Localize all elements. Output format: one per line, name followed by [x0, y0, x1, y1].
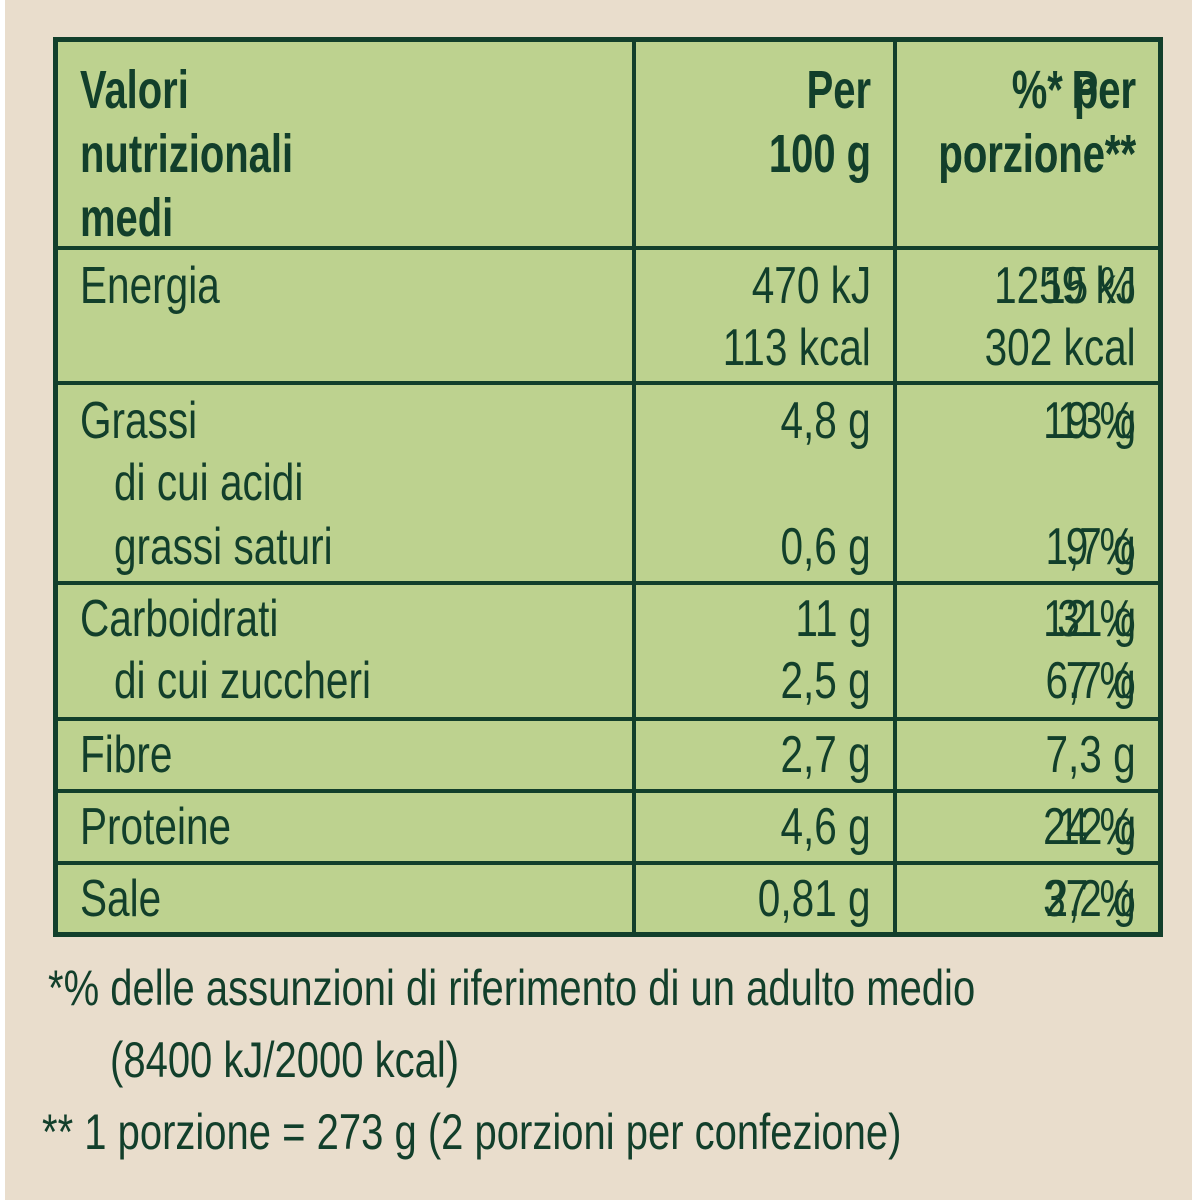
header-text: Per	[1071, 60, 1136, 120]
table-row-energia: Energia 470 kJ 113 kcal 1259 kJ 302 kcal	[58, 250, 1158, 385]
table-row-proteine: Proteine 4,6 g 12 g	[58, 793, 1158, 865]
table-row-fibre: Fibre 2,7 g 7,3 g	[58, 721, 1158, 793]
footnote-reference-intake: *% delle assunzioni di riferimento di un…	[48, 960, 976, 1016]
header-text: medi	[80, 188, 174, 248]
value-per-portion: 1,7 g	[1045, 518, 1136, 576]
value-per-portion: 12 g	[1057, 798, 1136, 856]
row-label: Proteine	[80, 798, 232, 856]
value-per-portion: 1259 kJ	[993, 257, 1136, 315]
table-header-row: Valori nutrizionali medi Per 100 g Per p…	[58, 42, 1158, 250]
value-pct-portion: 12 %	[1043, 590, 1136, 648]
header-text: nutrizionali	[80, 124, 294, 184]
header-text: %* per	[1011, 60, 1136, 120]
pct-column: %* per porzione** 15 % 19 % 9 % 12 % 7 %…	[897, 42, 1158, 932]
header-text: porzione**	[938, 124, 1136, 184]
row-label: Grassi	[80, 392, 198, 450]
row-sublabel: di cui zuccheri	[114, 652, 371, 710]
header-text: Per	[806, 60, 871, 120]
table-row-sale: Sale 0,81 g 2,2 g	[58, 865, 1158, 932]
value-pct-portion: 19 %	[1043, 392, 1136, 450]
value-per-100g: 0,81 g	[758, 870, 871, 928]
header-text: porzione**	[938, 124, 1136, 184]
row-label: Energia	[80, 257, 220, 315]
column-divider	[632, 42, 636, 932]
value-per-100g: 4,8 g	[780, 392, 871, 450]
column-divider	[893, 42, 897, 932]
value-per-100g: 11 g	[795, 590, 871, 648]
header-text: 100 g	[768, 124, 871, 184]
value-per-100g: 113 kcal	[722, 319, 871, 377]
value-per-portion: 7,3 g	[1045, 726, 1136, 784]
row-label: Sale	[80, 870, 162, 928]
value-pct-portion: 15 %	[1043, 257, 1136, 315]
footnote-portion-size: ** 1 porzione = 273 g (2 porzioni per co…	[42, 1104, 902, 1160]
nutrition-table: Valori nutrizionali medi Per 100 g Per p…	[53, 37, 1163, 937]
value-per-100g: 2,7 g	[780, 726, 871, 784]
value-per-100g: 0,6 g	[780, 518, 871, 576]
value-per-portion: 13 g	[1057, 392, 1136, 450]
footnote-reference-intake-values: (8400 kJ/2000 kcal)	[110, 1032, 460, 1088]
table-row-carboidrati: Carboidrati di cui zuccheri 11 g 2,5 g 3…	[58, 585, 1158, 721]
row-sublabel: grassi saturi	[114, 518, 333, 576]
value-per-portion: 302 kcal	[984, 319, 1136, 377]
value-per-100g: 470 kJ	[751, 257, 871, 315]
value-per-100g: 2,5 g	[780, 652, 871, 710]
label-background: Valori nutrizionali medi Per 100 g Per p…	[5, 0, 1192, 1200]
header-cell-per-100g: Per 100 g	[632, 42, 893, 246]
value-per-portion: 2,2 g	[1045, 870, 1136, 928]
value-pct-portion: 24 %	[1043, 798, 1136, 856]
header-text: Valori	[80, 60, 189, 120]
value-pct-portion: 7 %	[1066, 652, 1136, 710]
row-label: Carboidrati	[80, 590, 279, 648]
value-pct-portion: 9 %	[1066, 518, 1136, 576]
row-sublabel: di cui acidi	[114, 454, 304, 512]
header-cell-values: Valori nutrizionali medi	[58, 42, 632, 248]
value-per-portion: 6,7 g	[1045, 652, 1136, 710]
row-label: Fibre	[80, 726, 173, 784]
value-pct-portion: 37 %	[1043, 870, 1136, 928]
table-row-grassi: Grassi di cui acidi grassi saturi 4,8 g …	[58, 385, 1158, 585]
value-per-100g: 4,6 g	[780, 798, 871, 856]
header-cell-per-portion: Per porzione**	[893, 42, 1158, 246]
value-per-portion: 31 g	[1057, 590, 1136, 648]
